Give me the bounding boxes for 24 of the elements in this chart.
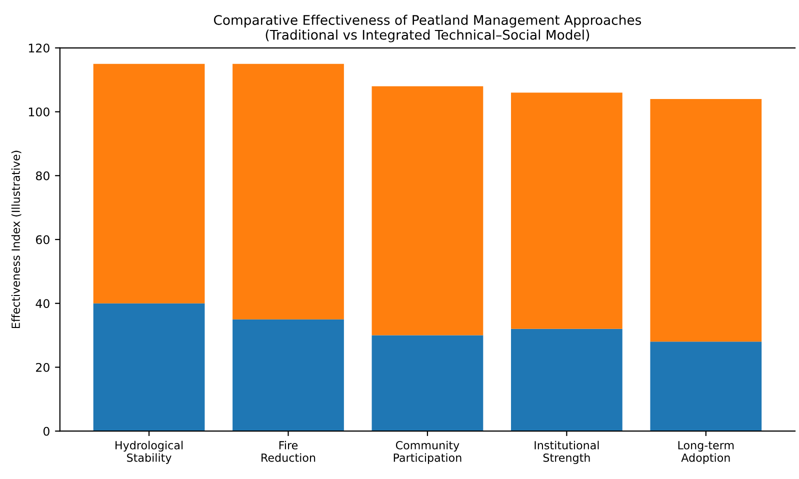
x-tick-label: Hydrological Stability: [116, 440, 183, 464]
x-tick-label: Fire Reduction: [262, 440, 316, 462]
y-tick-label: 20: [36, 362, 50, 372]
y-tick-label: 60: [36, 235, 50, 244]
bar: [510, 328, 622, 432]
bar: [372, 86, 484, 336]
bar: [232, 319, 344, 432]
x-tick-label: Community Participation: [394, 440, 462, 464]
bar: [650, 98, 762, 342]
bar: [93, 303, 205, 432]
bar: [510, 92, 622, 329]
bar: [232, 64, 344, 320]
y-axis-title: Effectiveness Index (Illustrative): [11, 150, 22, 328]
y-tick-label: 100: [28, 107, 50, 116]
chart-title: Comparative Effectiveness of Peatland Management Approaches (Traditional vs Integrated Technical–Social Model): [214, 14, 642, 42]
bar: [372, 335, 484, 432]
x-tick-label: Long-term Adoption: [678, 441, 734, 464]
y-tick-label: 40: [36, 299, 50, 308]
y-tick-label: 80: [36, 171, 50, 180]
y-tick-label: 0: [43, 426, 50, 436]
bar: [650, 342, 762, 432]
bar: [93, 64, 205, 304]
x-tick-label: Institutional Strength: [534, 440, 599, 464]
y-tick-label: 120: [28, 44, 50, 53]
